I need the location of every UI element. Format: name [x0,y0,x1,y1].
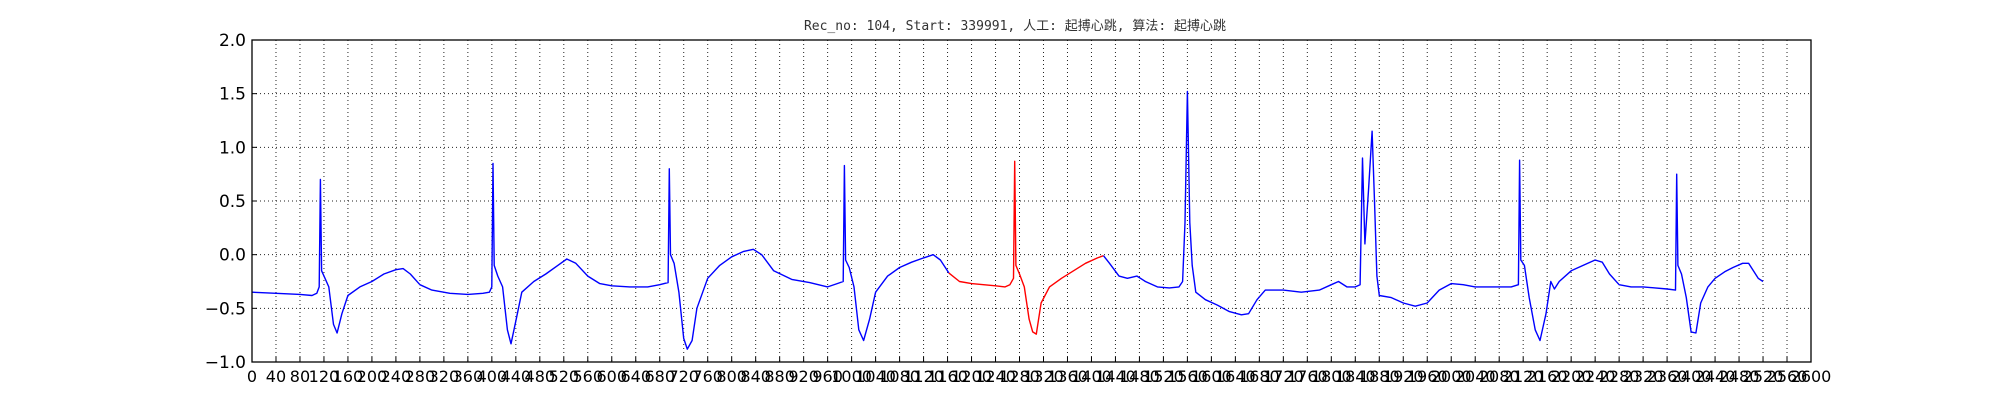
x-tick-label: 600 [596,367,627,386]
x-tick-label: 2360 [1647,367,1688,386]
x-tick-label: 1960 [1407,367,1448,386]
x-tick-label: 40 [266,367,286,386]
x-tick-label: 1120 [903,367,944,386]
x-tick-label: 2040 [1455,367,1496,386]
x-tick-label: 2280 [1599,367,1640,386]
y-tick-label: 1.5 [219,85,246,105]
x-tick-label: 1920 [1383,367,1424,386]
x-tick-label: 1040 [855,367,896,386]
x-tick-label: 1480 [1119,367,1160,386]
x-tick-label: 960 [812,367,843,386]
series-layer [251,90,1764,350]
x-tick-label: 2000 [1431,367,1472,386]
x-tick-label: 2440 [1695,367,1736,386]
x-tick-label: 160 [333,367,364,386]
x-tick-label: 2320 [1623,367,1664,386]
ecg-trace-1 [251,162,950,350]
x-tick-label: 1600 [1191,367,1232,386]
y-tick-label: −1.0 [205,353,246,373]
chart-title: Rec_no: 104, Start: 339991, 人工: 起搏心跳, 算法… [804,18,1226,34]
x-tick-label: 1160 [927,367,968,386]
x-tick-label: 2480 [1719,367,1760,386]
x-tick-label: 1440 [1095,367,1136,386]
x-tick-label: 240 [381,367,412,386]
x-tick-label: 1680 [1239,367,1280,386]
x-tick-label: 1000 [831,367,872,386]
x-tick-label: 1400 [1071,367,1112,386]
x-tick-label: 2160 [1527,367,1568,386]
x-tick-label: 1320 [1023,367,1064,386]
x-tick-label: 1840 [1335,367,1376,386]
x-tick-label: 880 [764,367,795,386]
x-tick-label: 200 [357,367,388,386]
x-tick-label: 320 [429,367,460,386]
y-tick-label: 0.5 [219,192,246,212]
x-tick-label: 1280 [999,367,1040,386]
x-tick-label: 1360 [1047,367,1088,386]
y-tick-label: 2.0 [219,31,246,51]
x-tick-label: 920 [788,367,819,386]
y-axis: −1.0 −0.5 0.0 0.5 1.0 1.5 2.0 [205,31,257,373]
x-tick-label: 520 [549,367,580,386]
x-tick-label: 1800 [1311,367,1352,386]
x-tick-label: 840 [740,367,771,386]
x-tick-label: 0 [247,367,257,386]
x-tick-label: 1640 [1215,367,1256,386]
x-axis: 0 40 8012016020024028032036040044048052056… [247,357,1831,386]
ecg-trace-3 [1102,90,1764,342]
x-tick-label: 800 [716,367,747,386]
x-tick-label: 2120 [1503,367,1544,386]
x-tick-label: 360 [453,367,484,386]
x-tick-label: 2600 [1791,367,1832,386]
x-tick-label: 1880 [1359,367,1400,386]
x-tick-label: 120 [309,367,340,386]
plot-frame [251,39,1812,363]
x-tick-label: 760 [692,367,723,386]
x-tick-label: 80 [290,367,310,386]
x-tick-label: 680 [644,367,675,386]
x-tick-label: 280 [405,367,436,386]
x-tick-label: 2080 [1479,367,1520,386]
x-tick-label: 2200 [1551,367,1592,386]
x-tick-label: 720 [668,367,699,386]
x-tick-label: 2400 [1671,367,1712,386]
y-tick-label: 1.0 [219,138,246,158]
x-tick-label: 2240 [1575,367,1616,386]
x-tick-label: 2560 [1767,367,1808,386]
x-tick-label: 1080 [879,367,920,386]
y-tick-label: −0.5 [205,299,246,319]
x-tick-label: 1720 [1263,367,1304,386]
x-tick-label: 1760 [1287,367,1328,386]
x-tick-label: 1560 [1167,367,1208,386]
x-tick-label: 400 [477,367,508,386]
x-tick-label: 1520 [1143,367,1184,386]
x-tick-label: 560 [573,367,604,386]
grid [251,39,1812,363]
ecg-trace-2 [948,160,1104,335]
x-tick-label: 1200 [951,367,992,386]
x-tick-label: 2520 [1743,367,1784,386]
x-tick-label: 480 [525,367,556,386]
x-tick-label: 1240 [975,367,1016,386]
y-tick-label: 0.0 [219,246,246,266]
x-tick-label: 640 [620,367,651,386]
x-tick-label: 440 [501,367,532,386]
